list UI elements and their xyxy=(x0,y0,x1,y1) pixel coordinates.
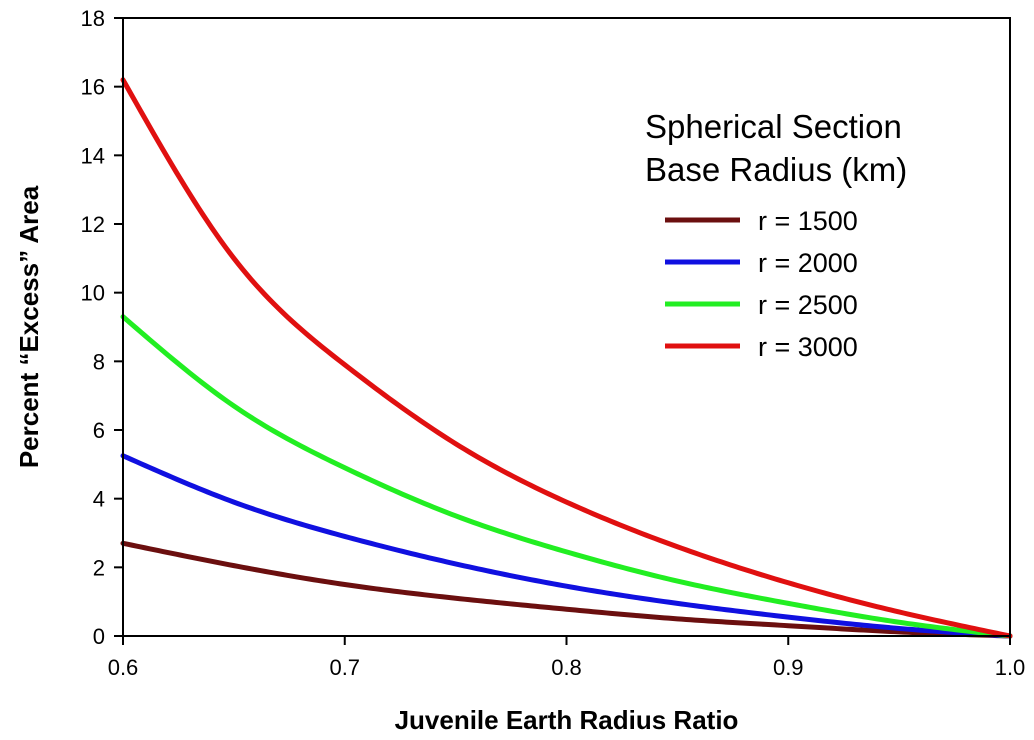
legend-title-line-2: Base Radius (km) xyxy=(645,151,907,188)
y-tick-label: 16 xyxy=(81,75,105,100)
legend: Spherical Section Base Radius (km) r = 150… xyxy=(645,108,907,362)
legend-label-4: r = 3000 xyxy=(758,332,858,362)
y-tick-label: 4 xyxy=(93,487,105,512)
legend-title-line-1: Spherical Section xyxy=(645,108,902,145)
x-tick-label: 0.8 xyxy=(551,655,582,680)
y-tick-label: 14 xyxy=(81,143,105,168)
x-tick-label: 0.6 xyxy=(108,655,139,680)
x-tick-label: 0.9 xyxy=(773,655,804,680)
series-line-3 xyxy=(120,314,1013,639)
x-tick-label: 0.7 xyxy=(329,655,360,680)
axes-layer: 0.6 0.7 0.8 0.9 1.0 0 2 4 6 8 10 12 14 16 18 xyxy=(81,6,1026,680)
x-axis-title: Juvenile Earth Radius Ratio xyxy=(395,705,739,735)
y-tick-label: 10 xyxy=(81,281,105,306)
y-tick-label: 18 xyxy=(81,6,105,31)
legend-label-1: r = 1500 xyxy=(758,206,858,236)
x-tick-label: 1.0 xyxy=(995,655,1026,680)
y-axis-title: Percent “Excess” Area xyxy=(14,185,44,468)
y-tick-label: 6 xyxy=(93,418,105,443)
y-tick-label: 12 xyxy=(81,212,105,237)
y-tick-label: 8 xyxy=(93,349,105,374)
legend-label-2: r = 2000 xyxy=(758,248,858,278)
y-tick-label: 2 xyxy=(93,555,105,580)
series-line-2 xyxy=(120,453,1013,639)
series-line-4 xyxy=(120,77,1013,639)
series-layer xyxy=(120,77,1013,639)
y-tick-label: 0 xyxy=(93,624,105,649)
series-line-1 xyxy=(120,540,1013,639)
legend-label-3: r = 2500 xyxy=(758,290,858,320)
